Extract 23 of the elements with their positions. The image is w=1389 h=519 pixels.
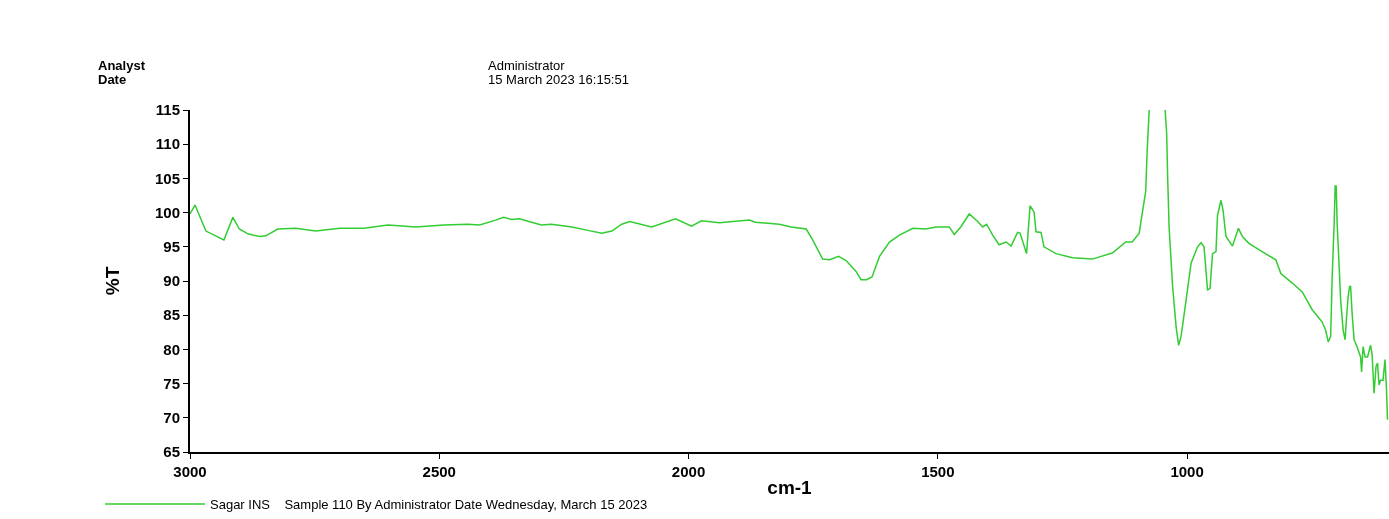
x-tick-label: 3000 — [173, 462, 207, 480]
y-tick-label: 95 — [163, 238, 180, 256]
y-tick-label: 70 — [163, 409, 180, 427]
x-tick-label: 2000 — [671, 462, 706, 480]
text: Sagar INS Sample 110 By Administrator Date Wednesday, March 15 2023 — [210, 497, 648, 513]
x-tick-label: 1000 — [1170, 462, 1204, 480]
y-tick-label: 75 — [163, 374, 180, 392]
y-tick-label: 85 — [163, 306, 180, 324]
y-tick-label: 80 — [163, 340, 180, 358]
text: Administrator — [488, 58, 566, 73]
y-tick-label: 90 — [163, 272, 180, 290]
x-tick-label: 1500 — [921, 462, 955, 480]
y-tick-label: 110 — [155, 135, 180, 153]
text: Date — [98, 72, 127, 87]
y-axis-title: %T — [102, 266, 124, 296]
y-tick-label: 65 — [163, 443, 180, 461]
y-tick-label: 115 — [155, 101, 180, 119]
y-tick-label: 100 — [154, 203, 180, 221]
y-tick-label: 105 — [154, 169, 180, 187]
x-axis-title: cm-1 — [767, 477, 813, 499]
x-tick-label: 2500 — [422, 462, 456, 480]
text: Analyst — [98, 58, 146, 73]
text: 15 March 2023 16:15:51 — [488, 72, 629, 87]
